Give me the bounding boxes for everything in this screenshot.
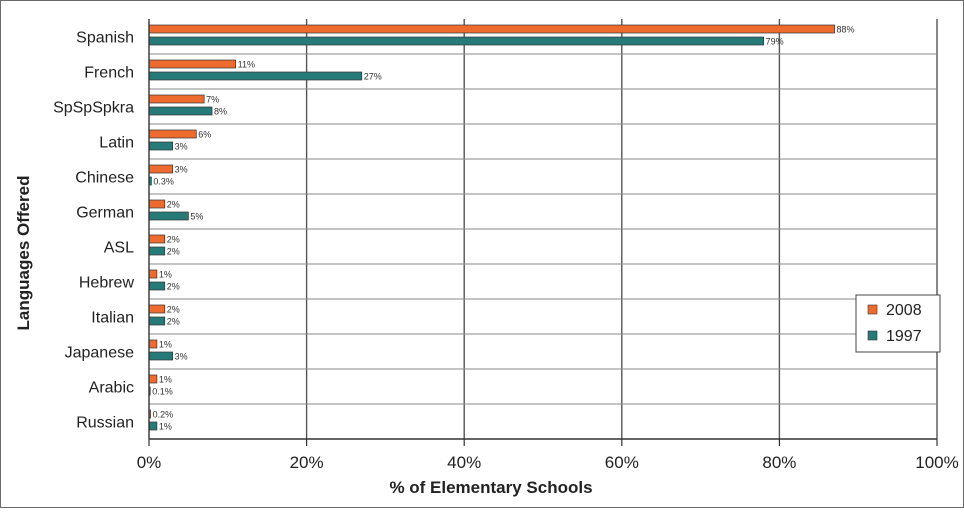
data-label: 27% (364, 72, 382, 82)
bar-2008 (148, 129, 197, 139)
data-label: 11% (238, 60, 255, 70)
category-label: Latin (99, 135, 134, 152)
x-axis-title: % of Elementary Schools (389, 478, 592, 497)
data-label: 5% (190, 212, 203, 222)
bar-2008 (148, 94, 205, 104)
category-separators (149, 53, 937, 405)
bar-1997 (148, 351, 173, 361)
data-label: 2% (167, 305, 180, 315)
category-label: Spanish (76, 30, 134, 47)
legend: 2008 1997 (855, 294, 941, 353)
data-label: 7% (206, 95, 219, 105)
data-label: 1% (159, 422, 172, 432)
data-label: 0.1% (152, 387, 173, 397)
data-label: 1% (159, 375, 172, 385)
y-axis-title: Languages Offered (14, 176, 33, 331)
bar-2008 (148, 164, 173, 174)
data-label: 0.2% (153, 410, 174, 420)
category-label: German (76, 205, 134, 222)
data-label: 2% (167, 200, 180, 210)
data-labels: 88%11%7%6%3%2%2%1%2%1%1%0.2%79%27%8%3%0.… (152, 25, 854, 432)
category-label: ASL (104, 240, 134, 257)
data-label: 2% (167, 282, 180, 292)
bar-1997 (148, 211, 189, 221)
x-tick-label: 100% (915, 453, 958, 472)
axes (148, 19, 938, 446)
bar-2008 (148, 24, 835, 34)
legend-label-2008: 2008 (886, 302, 922, 319)
data-label: 3% (175, 352, 188, 362)
data-label: 3% (175, 142, 188, 152)
bar-1997 (148, 316, 166, 326)
data-label: 2% (167, 317, 180, 327)
x-tick-label: 60% (605, 453, 639, 472)
data-label: 79% (766, 37, 784, 47)
bar-1997 (148, 106, 213, 116)
category-label: Hebrew (79, 275, 135, 292)
bar-2008 (148, 234, 166, 244)
bar-2008 (148, 269, 158, 279)
bar-2008 (148, 199, 166, 209)
data-label: 0.3% (153, 177, 174, 187)
category-label: SpSpSpkra (53, 100, 134, 117)
x-tick-label: 80% (762, 453, 796, 472)
bar-2008 (148, 374, 158, 384)
data-label: 2% (167, 235, 180, 245)
category-labels: Spanish French SpSpSpkra Latin Chinese German… (53, 30, 134, 432)
data-label: 2% (167, 247, 180, 257)
bar-1997 (148, 246, 166, 256)
bar-1997 (148, 36, 764, 46)
legend-box (855, 294, 941, 353)
bar-1997 (148, 281, 166, 291)
bar-2008 (148, 304, 166, 314)
bar-1997 (148, 421, 158, 431)
x-tick-label: 0% (137, 453, 162, 472)
category-label: Italian (91, 310, 134, 327)
x-tick-labels: 0% 20% 40% 60% 80% 100% (137, 453, 959, 472)
bar-1997 (148, 71, 363, 81)
legend-swatch-2008 (867, 304, 878, 315)
data-label: 6% (198, 130, 211, 140)
x-tick-label: 20% (290, 453, 324, 472)
bar-1997 (148, 141, 173, 151)
legend-label-1997: 1997 (886, 328, 922, 345)
data-label: 8% (214, 107, 227, 117)
x-tick-label: 40% (447, 453, 481, 472)
bars (148, 24, 835, 431)
data-label: 1% (159, 340, 172, 350)
data-label: 88% (837, 25, 855, 35)
category-label: Japanese (65, 345, 134, 362)
data-label: 3% (175, 165, 188, 175)
data-label: 1% (159, 270, 172, 280)
legend-swatch-1997 (867, 330, 878, 341)
category-label: Chinese (75, 170, 134, 187)
category-label: Russian (76, 415, 134, 432)
category-label: Arabic (89, 380, 134, 397)
bar-2008 (148, 339, 158, 349)
bar-2008 (148, 59, 237, 69)
category-label: French (84, 65, 134, 82)
